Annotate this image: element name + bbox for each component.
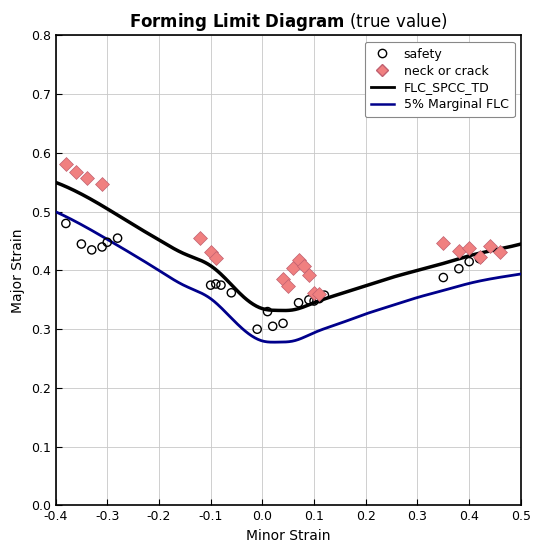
Point [263, 307, 272, 316]
Point [87, 245, 96, 254]
Point [294, 255, 303, 264]
Point [299, 261, 308, 270]
Point [465, 244, 474, 253]
Point [268, 322, 277, 331]
X-axis label: Minor Strain: Minor Strain [246, 529, 331, 543]
Point [98, 179, 106, 188]
Title: $\mathbf{Forming\ Limit\ Diagram}$ (true value): $\mathbf{Forming\ Limit\ Diagram}$ (true… [129, 11, 448, 33]
Point [496, 247, 505, 256]
Point [320, 291, 329, 300]
Point [207, 247, 215, 256]
Point [103, 238, 112, 247]
Point [475, 254, 484, 263]
Point [475, 253, 484, 261]
Point [98, 243, 106, 252]
Point [279, 275, 287, 284]
Point [211, 253, 220, 262]
Point [253, 325, 262, 334]
Point [289, 263, 298, 272]
Point [62, 159, 70, 168]
Point [77, 239, 86, 248]
Point [465, 257, 474, 266]
Point [211, 280, 220, 289]
Y-axis label: Major Strain: Major Strain [11, 228, 25, 312]
Point [455, 247, 463, 255]
Point [217, 281, 225, 290]
Point [284, 282, 293, 291]
Point [305, 295, 313, 304]
Point [294, 299, 303, 307]
Point [72, 168, 81, 177]
Point [315, 294, 324, 303]
Point [227, 288, 236, 297]
Legend: safety, neck or crack, FLC_SPCC_TD, 5% Marginal FLC: safety, neck or crack, FLC_SPCC_TD, 5% M… [365, 42, 515, 117]
Point [486, 242, 494, 250]
Point [315, 290, 324, 299]
Point [82, 173, 91, 182]
Point [279, 319, 287, 328]
Point [309, 296, 318, 305]
Point [207, 281, 215, 290]
Point [113, 234, 122, 243]
Point [305, 271, 313, 280]
Point [309, 288, 318, 297]
Point [439, 238, 448, 247]
Point [455, 264, 463, 273]
Point [196, 233, 205, 242]
Point [439, 273, 448, 282]
Point [62, 219, 70, 228]
